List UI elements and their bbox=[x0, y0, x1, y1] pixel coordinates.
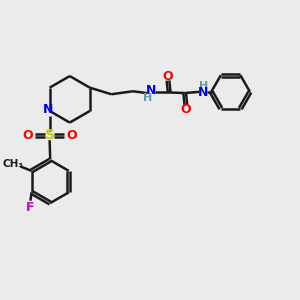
Text: O: O bbox=[22, 129, 33, 142]
Text: F: F bbox=[26, 201, 34, 214]
Text: O: O bbox=[67, 129, 77, 142]
Text: N: N bbox=[43, 103, 53, 116]
Text: CH₃: CH₃ bbox=[3, 159, 24, 169]
Text: H: H bbox=[142, 93, 152, 103]
Text: N: N bbox=[146, 84, 157, 97]
Text: O: O bbox=[181, 103, 191, 116]
Text: H: H bbox=[199, 81, 208, 91]
Text: O: O bbox=[163, 70, 173, 83]
Text: N: N bbox=[198, 86, 208, 99]
Text: S: S bbox=[45, 128, 55, 142]
